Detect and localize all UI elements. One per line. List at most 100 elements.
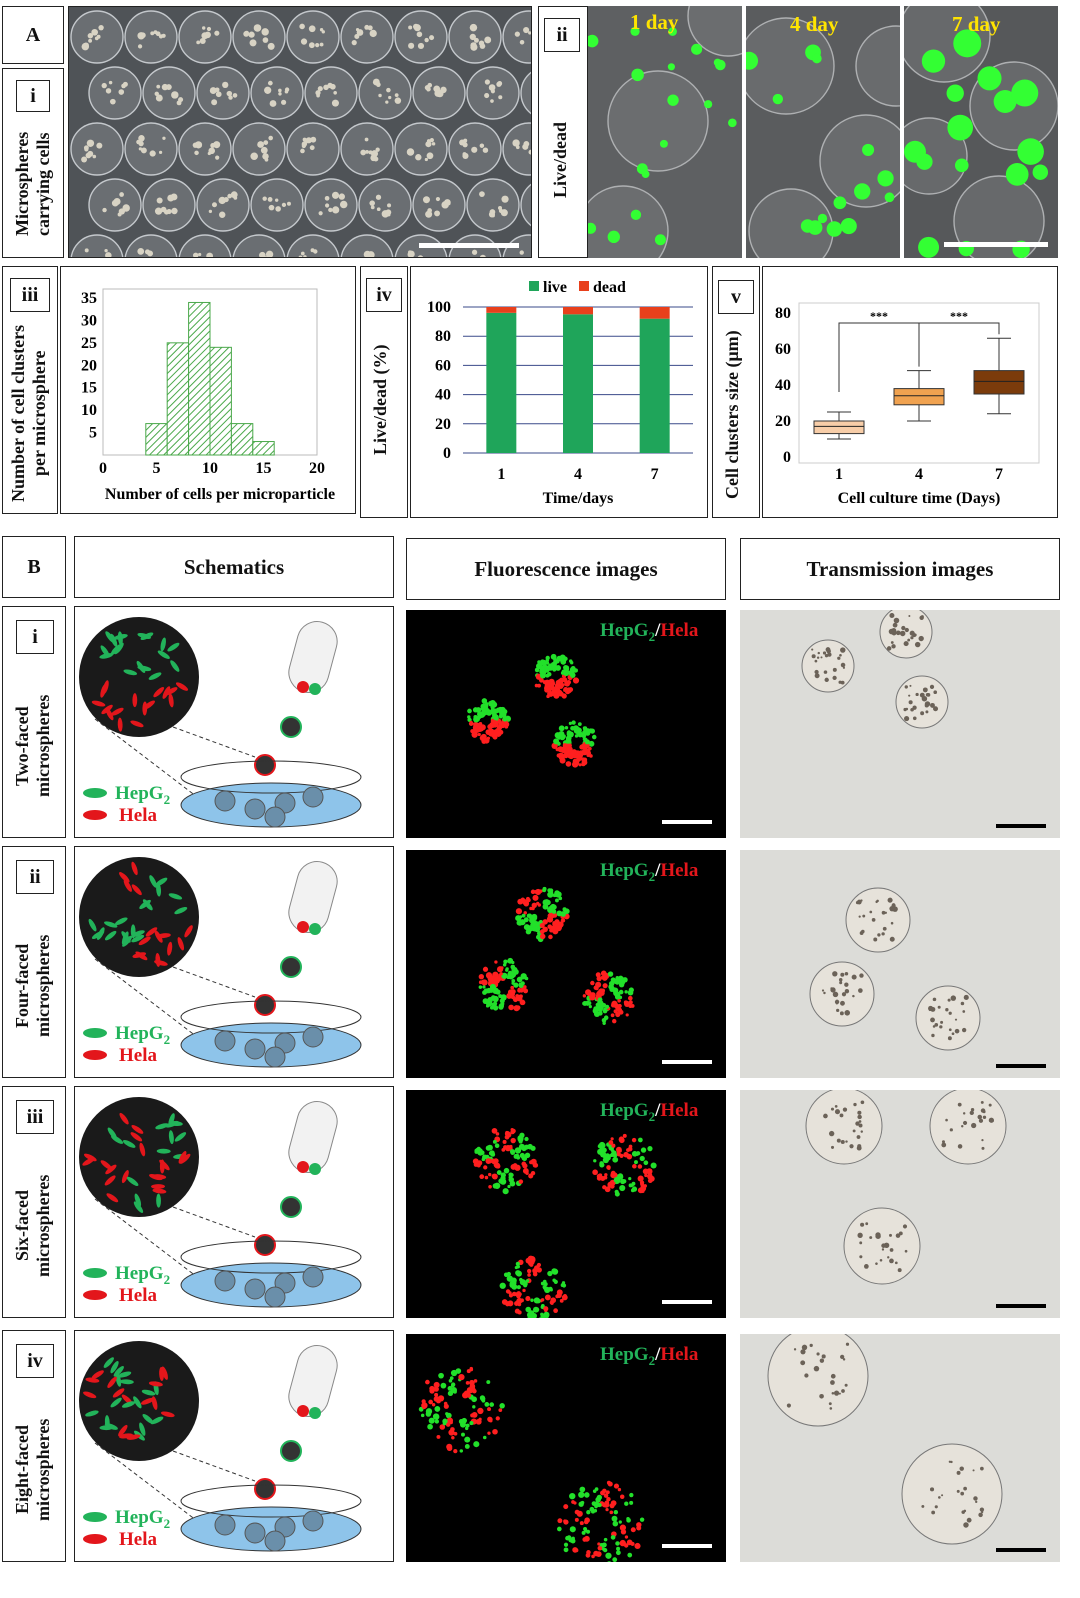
fluorescent-cell [522, 1168, 529, 1174]
fluorescent-cell [488, 1184, 492, 1189]
cell-shape [150, 1416, 164, 1425]
cell-dot [488, 84, 496, 91]
box [893, 388, 945, 406]
cell-cluster [858, 988, 863, 993]
live-cell [947, 114, 974, 141]
cell-shape [184, 925, 193, 938]
cell-cluster [859, 1241, 863, 1245]
fluorescent-cell [591, 734, 597, 740]
fluor-hepg2: HepG [600, 1100, 649, 1121]
cell-cluster [832, 667, 837, 672]
cell-cluster [956, 1470, 961, 1475]
cell-cluster [800, 1349, 806, 1355]
fluorescent-cell [507, 957, 514, 964]
cell-shape [121, 931, 129, 945]
fluorescent-cell [472, 1388, 477, 1394]
cell-shape [139, 899, 151, 910]
cell-shape [83, 1391, 97, 1399]
fluorescent-cell [580, 1500, 585, 1505]
cell-dot [308, 25, 316, 33]
microsphere [250, 178, 304, 232]
cell-dot [211, 99, 218, 106]
cell-shape [123, 669, 138, 676]
scale-bar [996, 1064, 1046, 1068]
y-tick-label: 0 [783, 449, 791, 466]
fluorescent-cell [606, 1496, 611, 1502]
zoom-line [94, 1442, 206, 1528]
x-axis-label: Cell culture time (Days) [838, 490, 1001, 507]
fluorescent-cell [451, 1382, 456, 1387]
cell-cluster [910, 707, 914, 712]
cell-dot [222, 81, 229, 89]
cell-cluster [918, 635, 924, 642]
microsphere-outline [929, 1090, 1007, 1165]
row-label: iii [16, 1100, 54, 1134]
cell-shape [88, 918, 97, 932]
legend-cell [83, 1290, 107, 1300]
cell-cluster [963, 994, 969, 1001]
fluorescent-cell [545, 665, 551, 671]
cell-dot [158, 34, 164, 39]
cell-cluster [950, 1460, 953, 1464]
cell-cluster [858, 915, 861, 918]
fluorescent-cell [603, 1537, 608, 1542]
fluorescent-cell [613, 991, 617, 996]
fluorescent-cell [555, 659, 560, 664]
cell-dot [479, 143, 485, 148]
cell-dot [429, 138, 434, 143]
fluorescent-cell [595, 972, 601, 978]
fluorescent-cell [479, 1395, 486, 1401]
fluorescent-cell [496, 1170, 502, 1175]
fluorescent-cell [561, 1283, 567, 1288]
cell-shape [162, 686, 171, 699]
cell-shape [119, 1433, 133, 1439]
fluorescent-cell [495, 1416, 500, 1421]
live-cell [588, 34, 599, 48]
fluorescent-cell [595, 1496, 601, 1503]
cell-cluster [921, 1504, 925, 1508]
fluorescent-cell [650, 1162, 657, 1169]
live-cell [667, 63, 676, 71]
legend-cell [83, 1534, 107, 1544]
row-label: ii [16, 860, 54, 894]
cell-cluster [819, 1358, 825, 1363]
transmission-image [740, 1334, 1060, 1562]
fluorescent-cell [489, 1005, 494, 1010]
fluorescent-cell [528, 914, 535, 921]
fluorescent-cell [502, 1188, 509, 1195]
fluorescent-cell [427, 1423, 433, 1430]
fluorescent-cell [578, 763, 582, 767]
fluorescent-cell [589, 728, 593, 732]
cell-cluster [929, 684, 935, 689]
fluorescent-cell [499, 1178, 507, 1185]
cell-cluster [830, 1380, 835, 1385]
cell-cluster [840, 647, 846, 653]
cell-dot [262, 196, 267, 201]
fluorescent-cell [628, 987, 634, 993]
cell-cluster [903, 641, 909, 647]
cell-cluster [834, 1105, 838, 1108]
cell-cluster [908, 694, 911, 697]
cell-dot [262, 149, 266, 153]
cell-dot [227, 193, 232, 199]
microsphere [394, 122, 448, 176]
cell-cluster [912, 716, 917, 721]
fluorescent-cell [610, 1137, 614, 1141]
fluorescent-cell [441, 1383, 445, 1387]
fluorescent-cell [522, 1288, 526, 1293]
cell-cluster [890, 921, 894, 925]
scale-bar [662, 1300, 712, 1304]
fluor-hepg2: HepG [600, 1344, 649, 1365]
fluorescent-cell [477, 1407, 484, 1415]
cell-dot [364, 137, 369, 142]
cell-cluster [860, 1100, 865, 1105]
fluorescent-cell [598, 1011, 603, 1016]
cell-dot [387, 203, 392, 208]
significance-bracket [838, 322, 920, 392]
legend-hela: Hela [119, 1285, 157, 1306]
fluorescent-cell [498, 1004, 504, 1010]
cell-cluster [842, 1358, 846, 1361]
cell-cluster [931, 1510, 936, 1515]
cell-cluster [858, 1123, 863, 1128]
fluorescent-cell [548, 934, 553, 940]
